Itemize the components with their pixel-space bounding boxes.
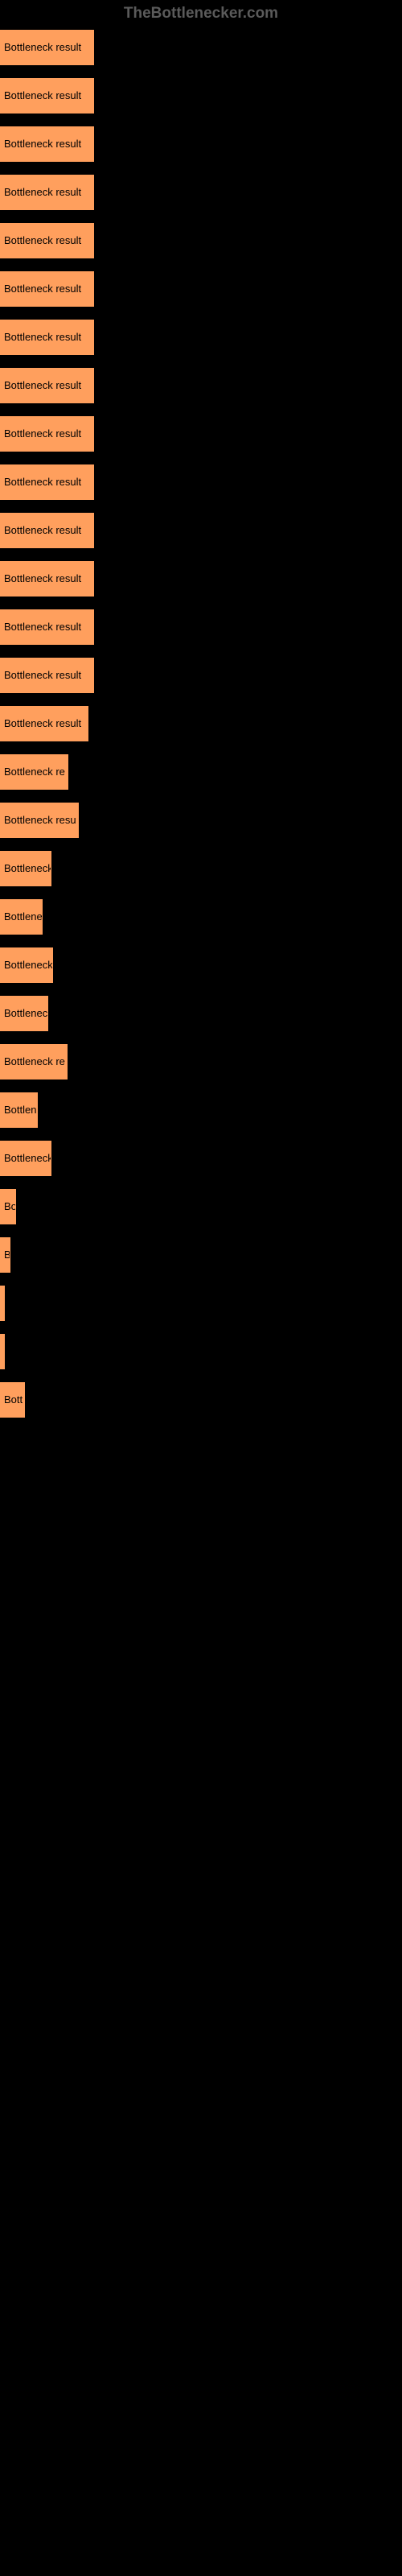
bar-label: Bottleneck resu: [4, 814, 76, 826]
bar-label: Bottleneck result: [4, 524, 81, 536]
bar-label: Bottleneck result: [4, 572, 81, 584]
bar-row: Bottleneck resu: [0, 802, 402, 838]
bar: Bottleneck re: [0, 754, 68, 790]
bar-label: Bottleneck: [4, 959, 53, 971]
bar: Bottleneck result: [0, 368, 94, 403]
bar-label: Bottleneck result: [4, 283, 81, 295]
bar: Bottleneck result: [0, 30, 94, 65]
bar-row: Bottleneck result: [0, 29, 402, 65]
bar-row: Bottleneck re: [0, 753, 402, 790]
bar: B: [0, 1237, 10, 1273]
bar-label: Bottleneck result: [4, 379, 81, 391]
bar-row: Bottleneck result: [0, 126, 402, 162]
bar-row: [0, 1333, 402, 1369]
bar: Bottleneck result: [0, 78, 94, 114]
bar-label: Bottleneck result: [4, 476, 81, 488]
bar-label: Bottleneck result: [4, 427, 81, 440]
bar-row: B: [0, 1236, 402, 1273]
bar-label: Bottleneck: [4, 862, 51, 874]
bar-label: Bottleneck result: [4, 331, 81, 343]
bar-label: Bottleneck: [4, 1152, 51, 1164]
bar-label: Bottlene: [4, 910, 43, 923]
bar-row: Bottlen: [0, 1092, 402, 1128]
bar-row: Bottleneck result: [0, 415, 402, 452]
bar-row: [0, 1285, 402, 1321]
bar-row: Bottleneck: [0, 850, 402, 886]
bar: Bottleneck result: [0, 126, 94, 162]
bar-row: Bottleneck result: [0, 222, 402, 258]
bar-label: Bo: [4, 1200, 16, 1212]
bar: Bottleneck result: [0, 175, 94, 210]
bar-row: Bott: [0, 1381, 402, 1418]
bar-row: Bottleneck re: [0, 1043, 402, 1080]
bar: [0, 1286, 5, 1321]
bar-row: Bottleneck result: [0, 77, 402, 114]
bar-label: Bott: [4, 1393, 23, 1406]
bar-label: Bottleneck result: [4, 621, 81, 633]
bar: Bottleneck result: [0, 609, 94, 645]
bar-row: Bottleneck result: [0, 560, 402, 597]
bar-row: Bottleneck result: [0, 657, 402, 693]
bar-chart: Bottleneck result Bottleneck result Bottle…: [0, 26, 402, 1418]
bar: Bottlenec: [0, 996, 48, 1031]
bar-row: Bottleneck result: [0, 270, 402, 307]
bar-row: Bottleneck result: [0, 705, 402, 741]
bar: Bottlen: [0, 1092, 38, 1128]
bar-label: Bottlen: [4, 1104, 36, 1116]
bar: [0, 1334, 5, 1369]
bar: Bottleneck result: [0, 706, 88, 741]
bar-row: Bottleneck result: [0, 464, 402, 500]
bar: Bottleneck result: [0, 416, 94, 452]
bar-row: Bottleneck result: [0, 512, 402, 548]
bar: Bottleneck result: [0, 271, 94, 307]
bar: Bottleneck result: [0, 223, 94, 258]
bar-row: Bo: [0, 1188, 402, 1224]
bar: Bottleneck: [0, 1141, 51, 1176]
bar-label: Bottleneck result: [4, 234, 81, 246]
bar: Bottleneck resu: [0, 803, 79, 838]
bar: Bottleneck result: [0, 513, 94, 548]
bar: Bott: [0, 1382, 25, 1418]
bar: Bottleneck: [0, 851, 51, 886]
bar-label: Bottleneck re: [4, 1055, 65, 1067]
bar: Bottleneck result: [0, 561, 94, 597]
bar-row: Bottleneck: [0, 947, 402, 983]
bar-row: Bottleneck result: [0, 174, 402, 210]
bar-row: Bottlene: [0, 898, 402, 935]
bar: Bottleneck result: [0, 658, 94, 693]
bar-label: Bottleneck result: [4, 41, 81, 53]
bar-label: Bottlenec: [4, 1007, 47, 1019]
bar: Bo: [0, 1189, 16, 1224]
bar-label: Bottleneck result: [4, 138, 81, 150]
bar-row: Bottleneck result: [0, 609, 402, 645]
bar-label: Bottleneck re: [4, 766, 65, 778]
bar-row: Bottleneck result: [0, 367, 402, 403]
bar: Bottleneck result: [0, 320, 94, 355]
bar-label: B: [4, 1249, 10, 1261]
bar: Bottleneck result: [0, 464, 94, 500]
bar: Bottleneck: [0, 947, 53, 983]
bar-label: Bottleneck result: [4, 669, 81, 681]
bar-label: Bottleneck result: [4, 717, 81, 729]
bar-row: Bottleneck: [0, 1140, 402, 1176]
bar-row: Bottleneck result: [0, 319, 402, 355]
bar: Bottlene: [0, 899, 43, 935]
site-title: TheBottlenecker.com: [124, 5, 278, 22]
bar: Bottleneck re: [0, 1044, 68, 1080]
bar-row: Bottlenec: [0, 995, 402, 1031]
bar-label: Bottleneck result: [4, 89, 81, 101]
site-header: TheBottlenecker.com: [0, 0, 402, 26]
bar-label: Bottleneck result: [4, 186, 81, 198]
